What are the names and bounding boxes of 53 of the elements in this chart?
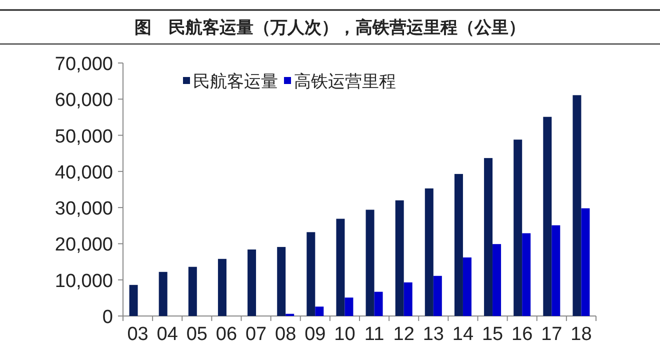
- x-tick-label: 10: [334, 324, 356, 343]
- x-tick-label: 18: [570, 324, 592, 343]
- bar: [552, 225, 560, 316]
- x-tick-label: 08: [275, 324, 296, 343]
- bar: [315, 306, 324, 316]
- x-tick-label: 14: [452, 324, 474, 343]
- y-tick-label: 60,000: [54, 90, 113, 112]
- bar: [277, 246, 286, 316]
- y-tick-label: 10,000: [54, 270, 113, 292]
- bar: [129, 284, 138, 316]
- x-tick-label: 06: [216, 324, 238, 343]
- x-tick-label: 07: [245, 324, 267, 343]
- x-tick-label: 11: [364, 324, 384, 343]
- bar: [462, 257, 472, 316]
- x-tick-label: 15: [482, 324, 504, 343]
- x-tick-label: 05: [186, 324, 208, 343]
- x-tick-label: 16: [512, 324, 533, 343]
- bar: [158, 272, 168, 316]
- bar: [336, 218, 345, 316]
- y-tick-label: 30,000: [54, 198, 113, 220]
- bar: [374, 292, 383, 316]
- x-tick-label: 09: [304, 324, 326, 343]
- y-tick-label: 0: [102, 307, 113, 328]
- bar: [395, 200, 404, 316]
- y-tick-label: 40,000: [54, 162, 113, 184]
- bar: [344, 298, 354, 316]
- legend-label: 民航客运量: [193, 72, 278, 92]
- x-tick-label: 12: [393, 324, 414, 343]
- x-tick-label: 13: [422, 324, 444, 343]
- bar: [543, 116, 552, 316]
- bar: [366, 210, 374, 316]
- bar: [572, 95, 582, 316]
- bar: [433, 276, 442, 316]
- bar: [484, 158, 493, 316]
- bar: [492, 244, 502, 316]
- y-tick-label: 70,000: [54, 54, 113, 75]
- bar: [306, 232, 316, 316]
- y-tick-label: 20,000: [54, 234, 113, 256]
- bar: [424, 188, 434, 316]
- bar: [581, 208, 590, 316]
- bar: [248, 249, 256, 316]
- x-tick-label: 03: [127, 324, 148, 343]
- bar: [404, 282, 412, 316]
- legend-label: 高铁运营里程: [294, 72, 396, 92]
- bar: [522, 233, 531, 316]
- bar: [454, 174, 463, 316]
- bar: [218, 258, 226, 316]
- bar: [514, 140, 522, 316]
- x-tick-label: 04: [156, 324, 178, 343]
- bar: [188, 266, 197, 316]
- x-tick-label: 17: [541, 324, 562, 343]
- y-tick-label: 50,000: [54, 126, 113, 148]
- title: 图 民航客运量（万人次），高铁营运里程（公里）: [134, 18, 526, 38]
